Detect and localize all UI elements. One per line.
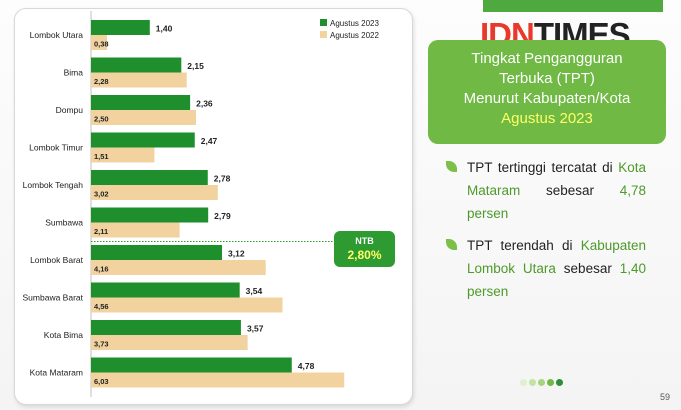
bar-agustus-2022 — [91, 260, 266, 275]
bar-agustus-2023 — [91, 320, 241, 335]
bar-agustus-2023 — [91, 207, 209, 223]
title-line-1: Tingkat Pengangguran — [471, 50, 623, 67]
data-label: 2,11 — [94, 227, 108, 236]
bar-agustus-2023 — [91, 95, 191, 110]
category-label: Kota Mataram — [30, 368, 83, 378]
progress-dot — [538, 379, 545, 386]
legend-swatch — [320, 31, 327, 38]
category-label: Sumbawa Barat — [23, 293, 84, 303]
data-label: 2,50 — [94, 115, 109, 124]
bullet-highest: TPT tertinggi tercatat di Kota Mataram s… — [446, 156, 646, 225]
bullet-text: TPT tertinggi tercatat di Kota Mataram s… — [467, 160, 646, 221]
page-number: 59 — [660, 392, 671, 402]
data-label: 4,16 — [94, 265, 109, 274]
bullet-lowest: TPT terendah di Kabupaten Lombok Utara s… — [446, 234, 646, 303]
bar-agustus-2023 — [91, 170, 208, 185]
category-label: Lombok Barat — [30, 255, 84, 265]
bar-agustus-2022 — [91, 147, 155, 163]
progress-dots — [520, 373, 565, 391]
data-label: 3,54 — [246, 286, 263, 296]
data-label: 2,79 — [214, 211, 231, 221]
data-label: 2,28 — [94, 77, 109, 86]
bar-agustus-2022 — [91, 372, 345, 388]
legend-label: Agustus 2023 — [330, 19, 379, 28]
bar-agustus-2022 — [91, 110, 196, 125]
progress-dot — [520, 379, 527, 386]
data-label: 0,38 — [94, 40, 109, 49]
bar-agustus-2023 — [91, 57, 182, 73]
bar-agustus-2022 — [91, 35, 107, 50]
data-label: 2,36 — [196, 99, 213, 109]
title-line-3: Menurut Kabupaten/Kota — [463, 90, 631, 107]
title-box: Tingkat Pengangguran Terbuka (TPT) Menur… — [428, 40, 666, 144]
data-label: 1,40 — [156, 24, 173, 34]
data-label: 3,02 — [94, 190, 109, 199]
chart-panel: Lombok Utara 1,40 0,38 Bima 2,15 2,28 Dompu 2,3… — [14, 8, 413, 405]
category-label: Lombok Tengah — [23, 180, 84, 190]
bar-agustus-2023 — [91, 245, 223, 260]
category-label: Bima — [64, 68, 84, 78]
data-label: 3,12 — [228, 249, 245, 259]
leaf-bullet-icon — [446, 239, 457, 250]
bar-agustus-2023 — [91, 357, 292, 373]
data-label: 4,78 — [298, 361, 315, 371]
bar-agustus-2022 — [91, 222, 180, 238]
data-label: 2,78 — [214, 174, 231, 184]
progress-dot — [556, 379, 563, 386]
legend-swatch — [320, 19, 327, 26]
bullet-text: TPT terendah di Kabupaten Lombok Utara s… — [467, 238, 646, 299]
bar-agustus-2022 — [91, 72, 187, 88]
bar-agustus-2022 — [91, 185, 218, 200]
progress-dot — [547, 379, 554, 386]
bar-agustus-2022 — [91, 297, 283, 313]
category-label: Dompu — [56, 105, 84, 115]
category-label: Lombok Timur — [29, 143, 83, 153]
title-line-4: Agustus 2023 — [501, 110, 593, 127]
category-label: Sumbawa — [45, 218, 83, 228]
data-label: 3,73 — [94, 340, 109, 349]
data-label: 3,57 — [247, 324, 264, 334]
progress-dot — [529, 379, 536, 386]
data-label: 1,51 — [94, 152, 109, 161]
data-label: 2,15 — [187, 61, 204, 71]
category-label: Kota Bima — [44, 330, 83, 340]
data-label: 2,47 — [201, 136, 218, 146]
data-label: 4,56 — [94, 302, 109, 311]
bar-agustus-2022 — [91, 335, 248, 350]
legend-label: Agustus 2022 — [330, 31, 379, 40]
bar-agustus-2023 — [91, 132, 195, 148]
bar-agustus-2023 — [91, 20, 150, 35]
bar-agustus-2023 — [91, 282, 240, 298]
logo-accent-strip — [483, 0, 663, 12]
ntb-label: NTB — [355, 236, 374, 246]
title-line-2: Terbuka (TPT) — [499, 70, 595, 87]
category-label: Lombok Utara — [30, 30, 84, 40]
bar-chart: Lombok Utara 1,40 0,38 Bima 2,15 2,28 Dompu 2,3… — [23, 11, 379, 397]
leaf-bullet-icon — [446, 161, 457, 172]
data-label: 6,03 — [94, 377, 109, 386]
ntb-reference-badge: NTB 2,80% — [334, 231, 395, 267]
ntb-value: 2,80% — [347, 248, 382, 262]
